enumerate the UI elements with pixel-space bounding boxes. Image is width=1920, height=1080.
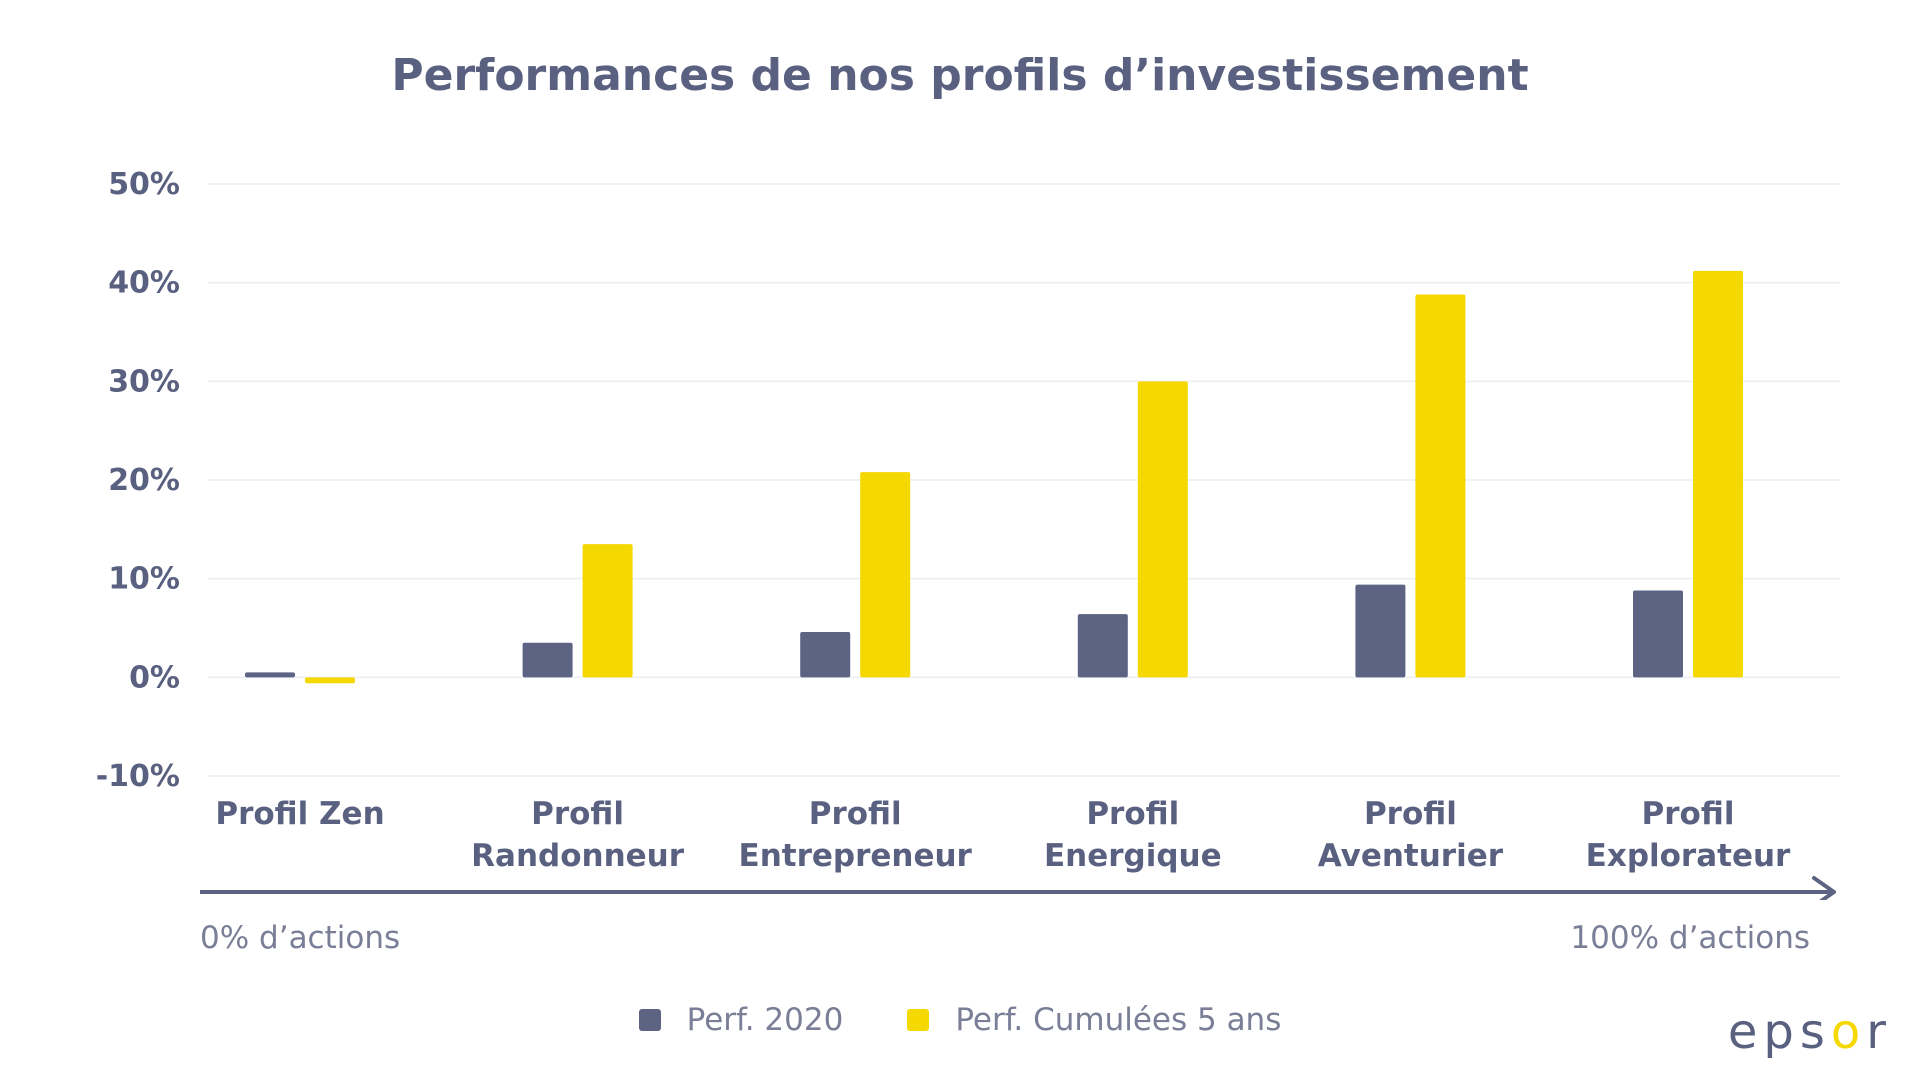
x-category-label: Randonneur xyxy=(471,838,685,874)
x-category-label: Energique xyxy=(1044,838,1222,874)
bar-perf-cumulees xyxy=(1693,270,1743,678)
bar-perf-cumulees xyxy=(1137,381,1188,678)
x-category-label: Profil xyxy=(809,796,902,832)
bar-perf-2020 xyxy=(1355,584,1406,678)
y-tick-label: 30% xyxy=(108,364,180,399)
y-tick-label: 50% xyxy=(108,167,180,202)
bar-perf-cumulees xyxy=(582,544,633,678)
legend-label: Perf. 2020 xyxy=(686,1002,844,1038)
bar-perf-2020 xyxy=(1633,590,1683,678)
epsor-logo: epsor xyxy=(1727,1004,1892,1060)
y-tick-label: -10% xyxy=(96,759,180,794)
y-tick-label: 10% xyxy=(108,562,180,597)
axis-note-left: 0% d’actions xyxy=(200,920,401,956)
gridlines xyxy=(208,183,1840,777)
bars xyxy=(245,270,1743,684)
bar-perf-2020 xyxy=(245,672,295,678)
bar-perf-2020 xyxy=(522,642,573,678)
axis-note-right: 100% d’actions xyxy=(1570,920,1810,956)
legend-item-perf-cumulees: Perf. Cumulées 5 ans xyxy=(907,1002,1281,1038)
bar-perf-cumulees xyxy=(860,472,911,678)
x-category-label: Aventurier xyxy=(1318,838,1504,874)
legend-swatch xyxy=(638,1009,661,1031)
bar-chart: 50% 40% 30% 20% 10% 0% -10% Profil Zen Profil Ra… xyxy=(96,167,1840,900)
y-tick-label: 40% xyxy=(108,266,180,301)
bar-perf-cumulees xyxy=(305,677,355,684)
bar-perf-2020 xyxy=(800,631,851,678)
legend-item-perf-2020: Perf. 2020 xyxy=(638,1002,844,1038)
chart-title: Performances de nos profils d’investisse… xyxy=(391,50,1529,101)
legend: Perf. 2020 Perf. Cumulées 5 ans xyxy=(0,1002,1920,1038)
bar-perf-cumulees xyxy=(1415,294,1466,678)
y-tick-label: 0% xyxy=(129,660,180,695)
legend-swatch xyxy=(907,1009,930,1031)
x-category-label: Entrepreneur xyxy=(739,838,973,874)
x-category-label: Profil xyxy=(531,796,624,832)
x-category-label: Profil xyxy=(1086,796,1179,832)
x-category-label: Profil xyxy=(1642,796,1735,832)
legend-label: Perf. Cumulées 5 ans xyxy=(955,1002,1282,1038)
y-tick-label: 20% xyxy=(108,463,180,498)
x-category-label: Profil Zen xyxy=(215,796,384,832)
x-category-label: Profil xyxy=(1364,796,1457,832)
bar-perf-2020 xyxy=(1077,614,1128,678)
risk-axis-arrow xyxy=(200,876,1836,900)
y-axis-ticks: 50% 40% 30% 20% 10% 0% -10% xyxy=(96,167,180,794)
x-category-label: Explorateur xyxy=(1586,838,1791,874)
x-axis-categories: Profil Zen Profil Randonneur Profil Entrepre… xyxy=(215,796,1791,874)
